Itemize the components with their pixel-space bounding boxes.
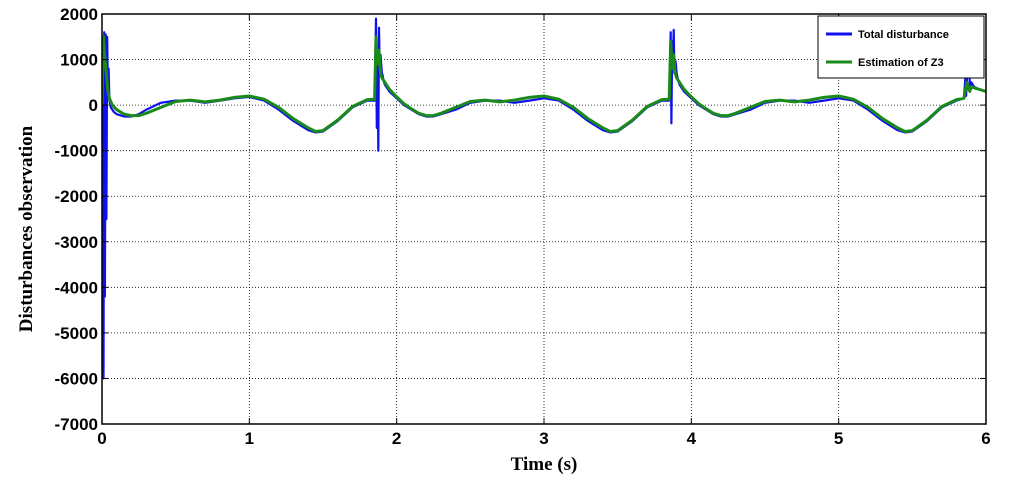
x-tick-label: 6 (981, 429, 990, 448)
x-tick-label: 0 (97, 429, 106, 448)
x-axis-label: Time (s) (511, 454, 578, 475)
y-tick-label: -7000 (55, 415, 98, 434)
y-tick-label: -3000 (55, 233, 98, 252)
y-tick-label: -1000 (55, 142, 98, 161)
x-tick-label: 2 (392, 429, 401, 448)
x-tick-label: 4 (687, 429, 697, 448)
y-tick-label: -4000 (55, 278, 98, 297)
y-tick-label: -5000 (55, 324, 98, 343)
grid-lines (102, 14, 986, 424)
plot-series (102, 17, 986, 380)
y-tick-label: -2000 (55, 187, 98, 206)
y-tick-label: 2000 (60, 5, 98, 24)
x-tick-label: 5 (834, 429, 843, 448)
x-axis-ticks: 0 1 2 3 4 5 6 (97, 14, 991, 448)
x-tick-label: 1 (245, 429, 254, 448)
legend-label-estimation: Estimation of Z3 (858, 57, 944, 69)
legend-box (817, 15, 985, 79)
y-axis-ticks: 2000 1000 0 -1000 -2000 -3000 -4000 -5000 -6000 -… (55, 5, 986, 434)
series-line-estimation (102, 35, 986, 133)
y-axis-label: Disturbances observation (16, 125, 37, 332)
y-tick-label: 1000 (60, 51, 98, 70)
y-tick-label: -6000 (55, 369, 98, 388)
legend-label-total-disturbance: Total disturbance (858, 29, 949, 41)
legend: Total disturbance Estimation of Z3 (817, 15, 985, 79)
x-tick-label: 3 (539, 429, 548, 448)
y-tick-label: 0 (89, 96, 98, 115)
